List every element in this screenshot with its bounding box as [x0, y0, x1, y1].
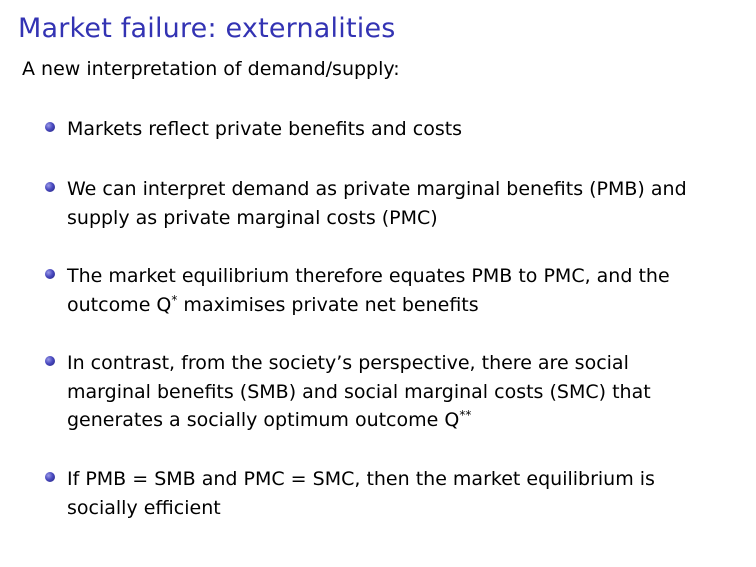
- bullet-line: The market equilibrium therefore equates…: [67, 265, 670, 287]
- bullet-line: outcome Q* maximises private net benefit…: [67, 291, 747, 320]
- bullet-text: In contrast, from the society’s perspect…: [67, 349, 747, 435]
- superscript: *: [171, 292, 178, 307]
- slide-subtitle: A new interpretation of demand/supply:: [22, 58, 400, 80]
- bullet-text: We can interpret demand as private margi…: [67, 175, 747, 232]
- bullet-line: socially efficient: [67, 496, 221, 519]
- bullet-dot-icon: [45, 269, 55, 279]
- bullet-dot-icon: [45, 472, 55, 482]
- bullet-line: If PMB = SMB and PMC = SMC, then the mar…: [67, 468, 655, 490]
- bullet-line-head: outcome Q: [67, 293, 172, 316]
- bullet-line: supply as private marginal costs (PMC): [67, 206, 438, 229]
- bullet-line: marginal benefits (SMB) and social margi…: [67, 380, 651, 403]
- bullet-dot-icon: [45, 182, 55, 192]
- bullet-text: The market equilibrium therefore equates…: [67, 262, 747, 319]
- bullet-text: Markets reflect private benefits and cos…: [67, 115, 747, 144]
- bullet-line: In contrast, from the society’s perspect…: [67, 352, 629, 374]
- bullet-line: We can interpret demand as private margi…: [67, 178, 687, 200]
- bullet-text: If PMB = SMB and PMC = SMC, then the mar…: [67, 465, 747, 522]
- bullet-line: generates a socially optimum outcome Q**: [67, 406, 747, 435]
- bullet-line-tail: maximises private net benefits: [177, 293, 479, 316]
- slide-title: Market failure: externalities: [18, 13, 396, 44]
- bullet-line-head: generates a socially optimum outcome Q: [67, 409, 460, 431]
- superscript: **: [459, 408, 472, 422]
- bullet-dot-icon: [45, 356, 55, 366]
- bullet-line: Markets reflect private benefits and cos…: [67, 118, 463, 140]
- bullet-dot-icon: [45, 122, 55, 132]
